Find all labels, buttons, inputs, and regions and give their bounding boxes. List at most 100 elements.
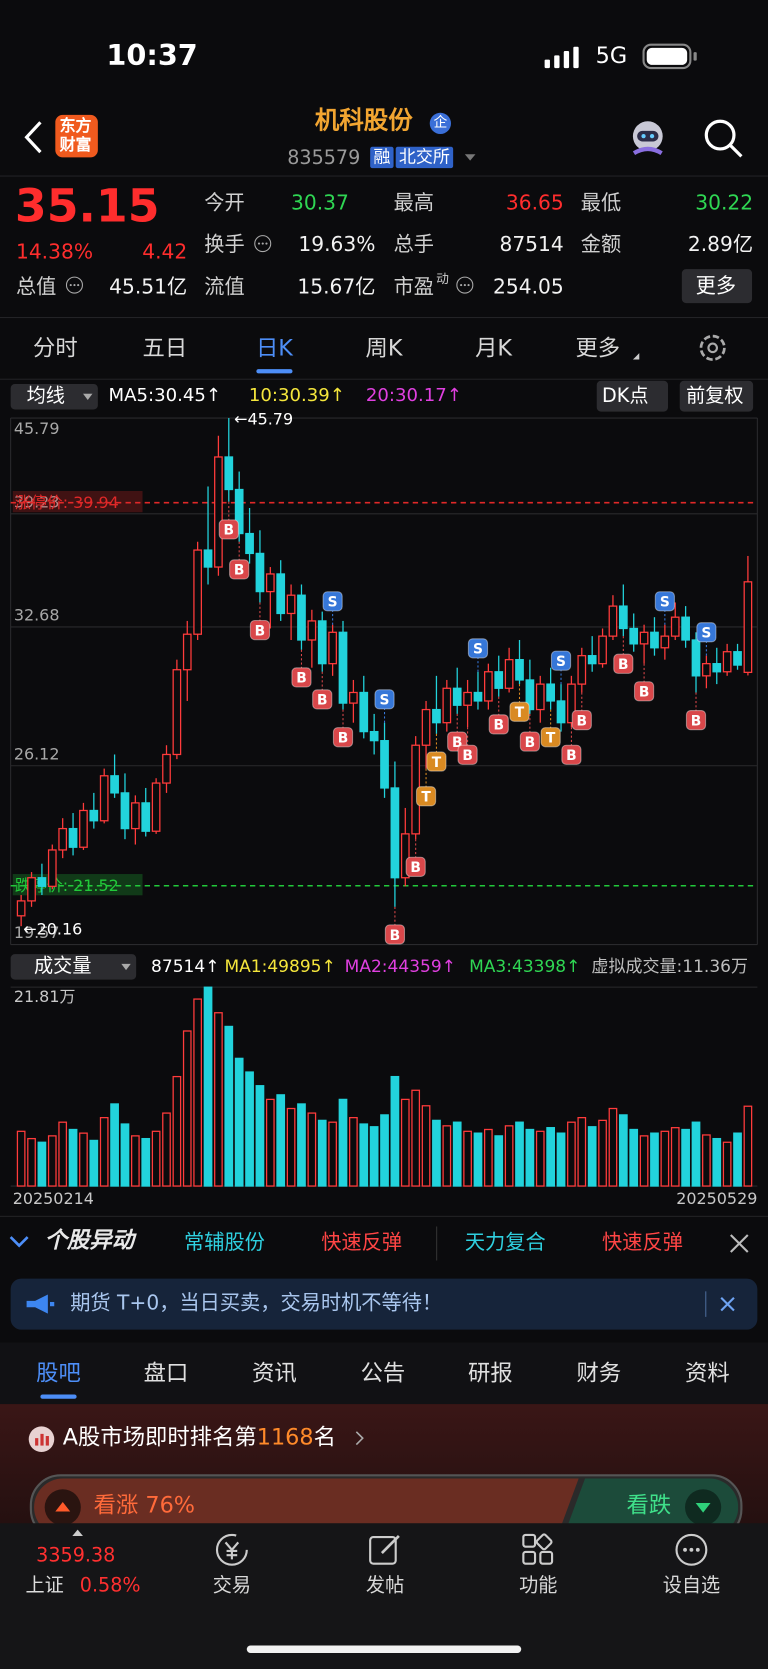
close-icon[interactable] [728,1232,751,1255]
period-tab[interactable]: 周K [365,335,403,361]
field-label: 最高 [393,191,435,215]
index-name[interactable]: 上证 [25,1574,64,1597]
alert-item[interactable]: 常辅股份 [184,1230,265,1255]
status-time: 10:37 [106,39,198,73]
volume-bar [400,1098,410,1187]
field-sup: 动 [436,271,449,287]
candle-body [463,691,472,706]
volume-selector[interactable]: 成交量 [10,954,137,980]
candle-body [535,683,545,711]
back-button[interactable] [21,119,47,155]
volume-bar [245,1071,254,1187]
search-icon[interactable] [702,117,745,160]
nav-item[interactable]: 设自选 [662,1574,721,1597]
alert-item[interactable]: 天力复合 [464,1230,546,1255]
section-tab[interactable]: 股吧 [36,1360,81,1387]
info-icon[interactable] [253,234,272,253]
volume-bar [473,1132,483,1187]
banner[interactable]: 期货 T+0，当日买卖，交易时机不等待！ [10,1278,758,1330]
index-change[interactable]: 0.58% [79,1574,141,1597]
collapse-icon[interactable] [9,1235,30,1248]
ma-legend: 20:30.17↑ [365,385,462,407]
alert-item[interactable]: 快速反弹 [602,1230,683,1255]
volume-legend: MA2:44359↑ [344,956,456,977]
post-icon[interactable] [367,1532,403,1568]
robot-icon[interactable] [625,115,670,160]
signal-label: S [701,626,711,642]
signal-badge [540,727,561,748]
index-value[interactable]: 3359.38 [36,1544,116,1567]
candle-body [650,631,659,649]
signal-badge [561,744,582,765]
candle-body [618,605,628,630]
bottom-nav [0,1523,768,1669]
signal-badge [291,667,312,688]
signal-label: B [462,748,473,764]
watchlist-icon[interactable] [673,1532,709,1568]
period-tab[interactable]: 分时 [32,335,78,361]
volume-bar [307,1112,317,1187]
candle-body [245,532,254,555]
volume-bar [276,1094,286,1187]
nav-item[interactable]: 发帖 [365,1574,405,1597]
candle-body [47,849,57,887]
dk-button[interactable]: DK点 [596,380,669,412]
trade-icon[interactable] [213,1532,251,1568]
volume-bar [598,1119,607,1187]
volume-bar [193,998,203,1187]
section-tab[interactable]: 资讯 [252,1360,297,1387]
more-button[interactable]: 更多 [681,269,753,304]
volume-bar [130,1135,140,1187]
stock-name: 机科股份 [314,107,413,136]
divider [0,378,768,380]
volume-bar [432,1119,441,1187]
candle-body [130,802,140,830]
bull-label[interactable]: 看涨 76% [93,1492,196,1518]
signal-label: S [328,595,338,611]
ranking[interactable]: A股市场即时排名第1168名 [63,1426,336,1448]
info-icon[interactable] [65,276,84,295]
period-tab[interactable]: 日K [255,335,293,361]
bear-label[interactable]: 看跌 [626,1492,672,1518]
volume-bar [58,1121,68,1187]
x-tick-label: 20250214 [13,1189,94,1208]
dropdown-caret[interactable] [464,153,477,162]
candle-body [110,775,119,794]
period-tab[interactable]: 五日 [142,335,188,361]
y-tick-label: 32.68 [14,606,60,625]
section-tab[interactable]: 研报 [468,1360,513,1387]
field-label: 换手 [204,232,245,257]
candle-body [639,631,649,645]
nav-item[interactable]: 功能 [519,1574,558,1597]
period-tab[interactable]: 更多 [575,335,621,361]
section-tab[interactable]: 财务 [576,1360,622,1387]
function-icon[interactable] [520,1532,556,1568]
section-tab[interactable]: 资料 [685,1360,730,1387]
section-tab[interactable]: 盘口 [143,1360,189,1387]
y-tick-label: 21.81万 [14,987,76,1006]
network: 5G [595,42,628,69]
chevron [355,1431,364,1446]
volume-bar [556,1132,566,1187]
section-tab[interactable]: 公告 [360,1360,406,1387]
period-tab[interactable]: 月K [475,335,513,361]
candle-body [380,740,389,789]
field-value: 30.37 [291,191,349,215]
volume-bar [286,1107,296,1187]
candle-body [432,708,441,724]
ma-selector[interactable]: 均线 [10,383,98,410]
info-icon[interactable] [455,276,474,295]
signal-label: B [317,693,328,709]
settings-icon[interactable] [697,332,729,364]
candle-body [214,456,223,568]
adjust-button[interactable]: 前复权 [679,380,754,412]
separator [705,1291,707,1317]
nav-item[interactable]: 交易 [212,1574,252,1597]
close-icon[interactable] [719,1296,736,1313]
alert-item[interactable]: 快速反弹 [321,1230,403,1255]
signal-label: B [234,563,245,579]
signal-label: B [224,523,235,539]
ranking-value: 1168 [256,1424,314,1450]
ref-label: 涨停价: 39.94 [15,493,119,512]
